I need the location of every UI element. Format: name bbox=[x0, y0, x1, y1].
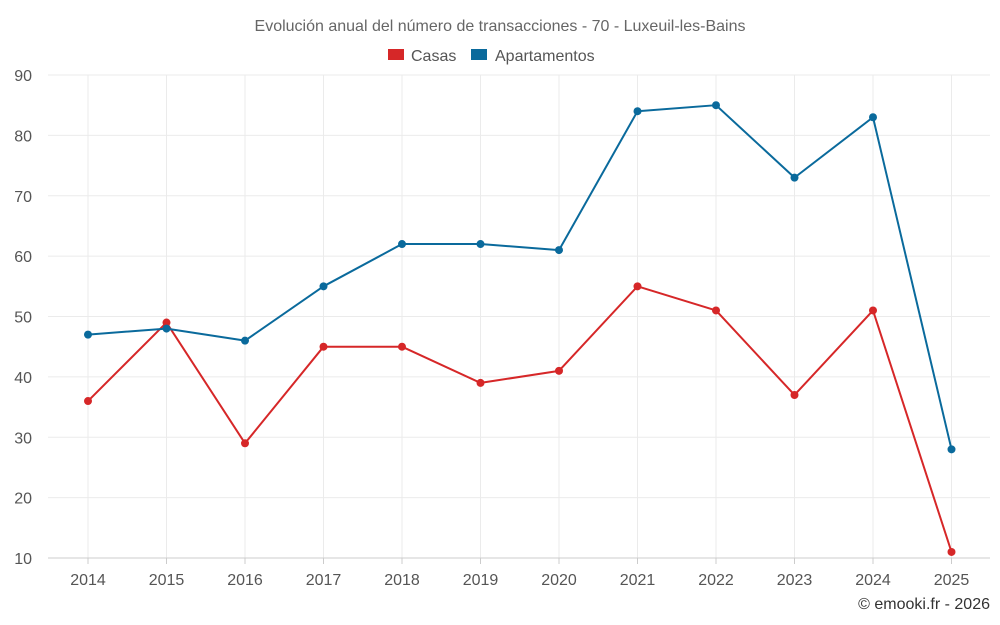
y-gridlines bbox=[48, 74, 990, 499]
credit-text: © emooki.fr - 2026 bbox=[858, 596, 990, 613]
x-axis-ticks: 2014 2015 2016 2017 2018 2019 2020 2021 2022 2023… bbox=[70, 572, 969, 589]
data-point-apartamentos-2016[interactable] bbox=[241, 336, 249, 345]
data-point-casas-2021[interactable] bbox=[633, 282, 642, 291]
data-point-casas-2018[interactable] bbox=[398, 342, 406, 351]
data-point-apartamentos-2024[interactable] bbox=[869, 113, 877, 122]
legend-label-casas[interactable]: Casas bbox=[411, 48, 456, 65]
data-point-casas-2025[interactable] bbox=[947, 547, 956, 556]
y-tick-label: 90 bbox=[14, 68, 32, 85]
data-point-casas-2022[interactable] bbox=[712, 306, 720, 315]
x-tick-label: 2017 bbox=[306, 572, 342, 589]
legend: Casas Apartamentos bbox=[388, 48, 595, 65]
chart-title: Evolución anual del número de transaccio… bbox=[255, 18, 746, 35]
x-tick-label: 2021 bbox=[620, 572, 656, 589]
data-point-apartamentos-2025[interactable] bbox=[947, 445, 956, 454]
series-group bbox=[84, 101, 956, 556]
x-tick-label: 2024 bbox=[855, 572, 891, 589]
x-tick-label: 2015 bbox=[149, 572, 185, 589]
y-tick-label: 40 bbox=[14, 370, 32, 387]
data-point-apartamentos-2017[interactable] bbox=[319, 282, 328, 291]
data-point-apartamentos-2014[interactable] bbox=[84, 330, 92, 339]
x-tick-label: 2020 bbox=[541, 572, 577, 589]
x-tick-label: 2025 bbox=[934, 572, 970, 589]
data-point-apartamentos-2019[interactable] bbox=[476, 240, 485, 249]
y-tick-label: 70 bbox=[14, 189, 32, 206]
y-tick-label: 80 bbox=[14, 128, 32, 145]
legend-swatch-apartamentos bbox=[471, 49, 487, 60]
data-point-apartamentos-2015[interactable] bbox=[162, 324, 171, 333]
data-point-apartamentos-2023[interactable] bbox=[790, 173, 799, 182]
y-tick-label: 60 bbox=[14, 249, 32, 266]
x-tick-label: 2016 bbox=[227, 572, 263, 589]
data-point-apartamentos-2020[interactable] bbox=[555, 246, 563, 255]
data-point-casas-2017[interactable] bbox=[319, 342, 328, 351]
data-point-casas-2023[interactable] bbox=[790, 390, 799, 399]
data-point-casas-2016[interactable] bbox=[241, 439, 249, 448]
x-tick-label: 2018 bbox=[384, 572, 420, 589]
series-line-apartamentos bbox=[87, 104, 953, 450]
x-tick-label: 2023 bbox=[777, 572, 813, 589]
y-tick-label: 10 bbox=[14, 551, 32, 568]
data-point-apartamentos-2022[interactable] bbox=[712, 101, 720, 110]
y-tick-label: 30 bbox=[14, 430, 32, 447]
legend-swatch-casas bbox=[388, 49, 404, 60]
y-tick-label: 50 bbox=[14, 310, 32, 327]
data-point-casas-2019[interactable] bbox=[476, 378, 485, 387]
data-point-casas-2020[interactable] bbox=[555, 366, 563, 375]
series-line-casas bbox=[87, 285, 953, 553]
data-point-casas-2014[interactable] bbox=[84, 397, 92, 406]
x-tick-label: 2014 bbox=[70, 572, 106, 589]
legend-label-apartamentos[interactable]: Apartamentos bbox=[495, 48, 595, 65]
data-point-casas-2015[interactable] bbox=[162, 318, 171, 327]
data-point-casas-2024[interactable] bbox=[869, 306, 877, 315]
x-tick-label: 2022 bbox=[698, 572, 734, 589]
y-axis-ticks: 10 20 30 40 50 60 70 80 90 bbox=[14, 68, 32, 568]
data-point-apartamentos-2021[interactable] bbox=[633, 107, 642, 116]
x-gridlines bbox=[87, 75, 952, 564]
y-tick-label: 20 bbox=[14, 491, 32, 508]
x-tick-label: 2019 bbox=[463, 572, 499, 589]
data-point-apartamentos-2018[interactable] bbox=[398, 240, 406, 249]
